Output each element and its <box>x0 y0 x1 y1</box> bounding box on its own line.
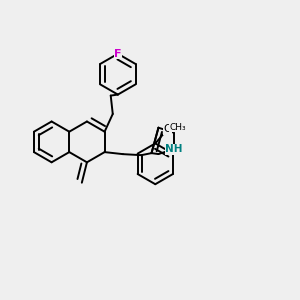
Text: F: F <box>114 49 122 59</box>
Text: CH₃: CH₃ <box>169 123 186 132</box>
Text: NH: NH <box>165 144 183 154</box>
Text: O: O <box>163 124 172 134</box>
